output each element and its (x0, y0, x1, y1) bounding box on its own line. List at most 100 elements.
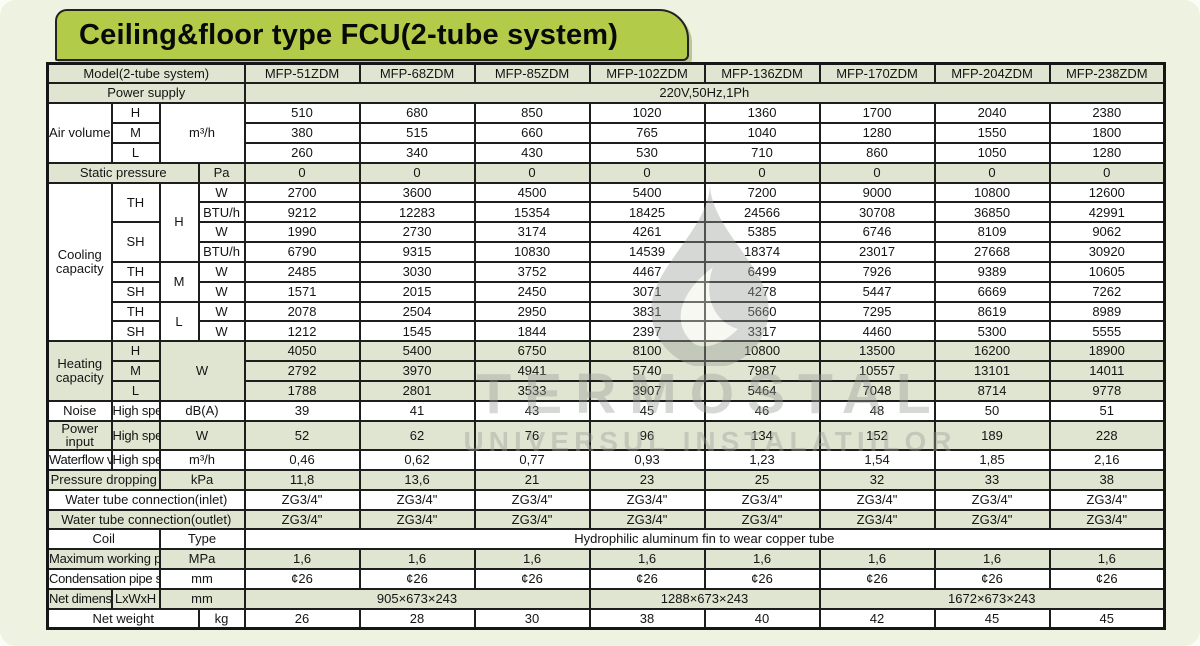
value-cell: 9000 (818, 181, 936, 204)
row-label-water-outlet: Water tube connection(outlet) (46, 508, 246, 531)
speed-label: M (158, 260, 200, 303)
table-row: Power input High speed W 52 62 76 96 134… (46, 419, 1166, 451)
model-cell: MFP-136ZDM (703, 62, 821, 85)
unit-label: W (197, 221, 246, 244)
value-cell: 6750 (473, 340, 591, 363)
value-cell: 28 (358, 607, 476, 630)
value-cell: 2730 (358, 221, 476, 244)
value-cell: ZG3/4" (818, 508, 936, 531)
value-cell: 5740 (588, 360, 706, 382)
value-cell: 0,46 (243, 448, 361, 471)
value-cell: 24566 (703, 201, 821, 224)
value-cell: 8989 (1048, 300, 1166, 323)
value-cell: 1,6 (243, 548, 361, 571)
value-cell: 3533 (473, 380, 591, 402)
value-cell: 26 (243, 607, 361, 630)
value-cell: 850 (473, 102, 591, 125)
heat-kind-label: SH (110, 320, 161, 343)
value-cell: 1288×673×243 (588, 587, 821, 610)
value-cell: 42 (818, 607, 936, 630)
value-cell: 39 (243, 399, 361, 422)
value-cell: 0 (1048, 161, 1166, 184)
table-row: Coil Type Hydrophilic aluminum fin to we… (46, 528, 1166, 551)
value-cell: 7262 (1048, 280, 1166, 303)
value-cell: 1,54 (818, 448, 936, 471)
unit-label: W (197, 260, 246, 283)
value-cell: 3752 (473, 260, 591, 283)
value-cell: 10557 (818, 360, 936, 382)
value-cell: 0 (818, 161, 936, 184)
condition-label: High speed (110, 399, 161, 422)
value-cell: 30 (473, 607, 591, 630)
value-cell: 3317 (703, 320, 821, 343)
value-cell: 14539 (588, 241, 706, 263)
speed-label: L (110, 380, 161, 402)
value-cell: 32 (818, 468, 936, 491)
unit-label: Type (158, 528, 246, 551)
value-cell: 2380 (1048, 102, 1166, 125)
model-cell: MFP-51ZDM (243, 62, 361, 85)
value-cell: 1,6 (358, 548, 476, 571)
value-cell: 45 (1048, 607, 1166, 630)
table-row: SH W 1571 2015 2450 3071 4278 5447 6669 … (48, 280, 1166, 303)
value-cell: 52 (243, 419, 361, 451)
unit-label: kPa (158, 468, 246, 491)
row-label-noise: Noise (46, 399, 113, 422)
value-cell: 0 (243, 161, 361, 184)
value-cell: 1800 (1048, 122, 1166, 144)
value-cell: 1360 (703, 102, 821, 125)
value-cell: 3970 (358, 360, 476, 382)
model-cell: MFP-204ZDM (933, 62, 1051, 85)
value-cell: 660 (473, 122, 591, 144)
value-cell: 41 (358, 399, 476, 422)
table-row: Waterflow volume High speed m³/h 0,46 0,… (46, 448, 1166, 471)
value-cell: 12600 (1048, 181, 1166, 204)
value-cell: 3907 (588, 380, 706, 402)
value-cell: 4050 (243, 340, 361, 363)
value-cell: 18374 (703, 241, 821, 263)
table-row: Condensation pipe size (diameter) mm ¢26… (46, 568, 1166, 590)
value-cell: 0 (588, 161, 706, 184)
value-cell: 43 (473, 399, 591, 422)
table-row: SH W 1212 1545 1844 2397 3317 4460 5300 … (48, 320, 1166, 343)
value-cell: ZG3/4" (588, 508, 706, 531)
value-cell: 3831 (588, 300, 706, 323)
model-cell: MFP-170ZDM (818, 62, 936, 85)
value-cell: ZG3/4" (933, 508, 1051, 531)
value-cell: ZG3/4" (473, 508, 591, 531)
value-cell: 48 (818, 399, 936, 422)
value-cell: 6790 (243, 241, 361, 263)
unit-label: W (197, 181, 246, 204)
value-cell: 21 (473, 468, 591, 491)
value-cell: 1280 (818, 122, 936, 144)
row-label-heating-capacity: Heating capacity (46, 340, 113, 402)
value-cell: 14011 (1048, 360, 1166, 382)
row-label-condensation-pipe: Condensation pipe size (diameter) (46, 568, 161, 590)
unit-label: W (158, 419, 246, 451)
value-cell: ZG3/4" (818, 488, 936, 511)
value-cell: 76 (473, 419, 591, 451)
value-cell: 4500 (473, 181, 591, 204)
value-cell: 2078 (243, 300, 361, 323)
table-row: Water tube connection(outlet) ZG3/4" ZG3… (46, 508, 1166, 531)
row-label-static-pressure: Static pressure (46, 161, 200, 184)
value-cell: 9778 (1048, 380, 1166, 402)
value-cell: 2040 (933, 102, 1051, 125)
speed-label: L (110, 141, 161, 164)
row-label-air-volume: Air volume (46, 102, 113, 164)
value-cell: 5660 (703, 300, 821, 323)
row-label-power-supply: Power supply (46, 82, 246, 105)
value-cell: 510 (243, 102, 361, 125)
value-cell: 430 (473, 141, 591, 164)
heat-kind-label: SH (110, 221, 161, 263)
model-cell: MFP-68ZDM (358, 62, 476, 85)
value-cell: 30920 (1048, 241, 1166, 263)
value-cell: 3600 (358, 181, 476, 204)
value-cell: 13500 (818, 340, 936, 363)
value-cell: 189 (933, 419, 1051, 451)
value-cell: 1212 (243, 320, 361, 343)
table-row: Net weight kg 26 28 30 38 40 42 45 45 (46, 607, 1166, 630)
row-label-waterflow-volume: Waterflow volume (46, 448, 113, 471)
condition-label: High speed (110, 419, 161, 451)
value-cell: 11,8 (243, 468, 361, 491)
